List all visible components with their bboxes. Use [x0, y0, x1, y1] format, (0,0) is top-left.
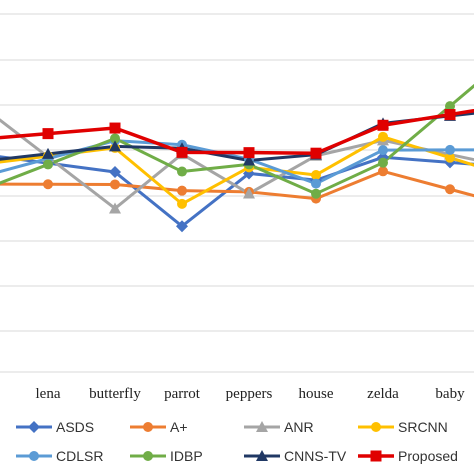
legend-entry-a-: A+	[130, 419, 188, 435]
marker-cnns-tv-peppers	[243, 154, 255, 166]
marker-a--butterfly	[110, 179, 120, 190]
legend-label-anr: ANR	[284, 419, 314, 435]
series-line-a-	[0, 169, 474, 201]
legend-label-srcnn: SRCNN	[398, 419, 448, 435]
x-tick-label-house: house	[299, 386, 334, 402]
marker-a--lena	[43, 179, 53, 190]
marker-proposed-parrot	[176, 146, 188, 158]
legend-label-asds: ASDS	[56, 419, 94, 435]
marker-srcnn-house	[311, 169, 321, 180]
marker-proposed-zelda	[377, 119, 389, 131]
legend: ASDS A+ ANR SRCNN CDLSR IDBP CNNS-TV Proposed	[16, 419, 458, 464]
legend-entry-idbp: IDBP	[130, 448, 203, 464]
marker-idbp-house	[311, 188, 321, 199]
legend-entry-proposed: Proposed	[358, 448, 458, 464]
marker-srcnn-baby	[445, 152, 455, 163]
x-tick-label-peppers: peppers	[226, 386, 273, 402]
marker-a--parrot	[177, 185, 187, 196]
marker-idbp-parrot	[177, 166, 187, 177]
legend-marker-cdlsr	[29, 451, 39, 461]
marker-a--baby	[445, 184, 455, 195]
marker-asds-parrot	[176, 220, 188, 233]
marker-a--zelda	[378, 166, 388, 177]
legend-entry-cdlsr: CDLSR	[16, 448, 103, 464]
legend-entry-srcnn: SRCNN	[358, 419, 448, 435]
marker-cnns-tv-butterfly	[109, 140, 121, 152]
marker-proposed-peppers	[243, 147, 255, 159]
marker-idbp-baby	[445, 101, 455, 112]
marker-srcnn-parrot	[177, 198, 187, 209]
legend-entry-asds: ASDS	[16, 419, 94, 435]
marker-proposed-butterfly	[109, 122, 121, 134]
marker-proposed-house	[310, 147, 322, 159]
marker-idbp-lena	[43, 159, 53, 170]
x-tick-label-butterfly: butterfly	[89, 386, 141, 402]
marker-anr-peppers	[243, 187, 255, 199]
legend-marker-proposed	[370, 450, 382, 462]
marker-idbp-zelda	[378, 157, 388, 168]
legend-label-cdlsr: CDLSR	[56, 448, 103, 464]
legend-marker-asds	[28, 421, 40, 433]
legend-entry-anr: ANR	[244, 419, 314, 435]
marker-proposed-baby	[444, 109, 456, 121]
x-tick-label-lena: lena	[36, 386, 61, 402]
legend-marker-anr	[256, 421, 268, 432]
legend-label-proposed: Proposed	[398, 448, 458, 464]
legend-marker-idbp	[143, 451, 153, 461]
legend-label-idbp: IDBP	[170, 448, 203, 464]
legend-marker-cnns-tv	[256, 450, 268, 461]
marker-anr-butterfly	[109, 202, 121, 214]
marker-asds-butterfly	[109, 166, 121, 179]
marker-idbp-butterfly	[110, 133, 120, 144]
legend-marker-a-	[143, 422, 153, 432]
legend-marker-srcnn	[371, 422, 381, 432]
x-tick-label-baby: baby	[435, 386, 465, 402]
legend-label-a-: A+	[170, 419, 188, 435]
marker-cdlsr-baby	[445, 144, 455, 155]
series-markers	[42, 101, 456, 233]
marker-srcnn-zelda	[378, 131, 388, 142]
x-tick-label-parrot: parrot	[164, 386, 201, 402]
x-tick-label-zelda: zelda	[367, 386, 399, 402]
marker-proposed-lena	[42, 128, 54, 140]
marker-cnns-tv-lena	[42, 147, 54, 159]
legend-label-cnns-tv: CNNS-TV	[284, 448, 347, 464]
x-axis-tick-labels: lena butterfly parrot peppers house zelda baby	[36, 386, 466, 402]
marker-cdlsr-house	[311, 178, 321, 189]
legend-entry-cnns-tv: CNNS-TV	[244, 448, 347, 464]
series-lines	[0, 83, 474, 228]
marker-cdlsr-zelda	[378, 145, 388, 156]
